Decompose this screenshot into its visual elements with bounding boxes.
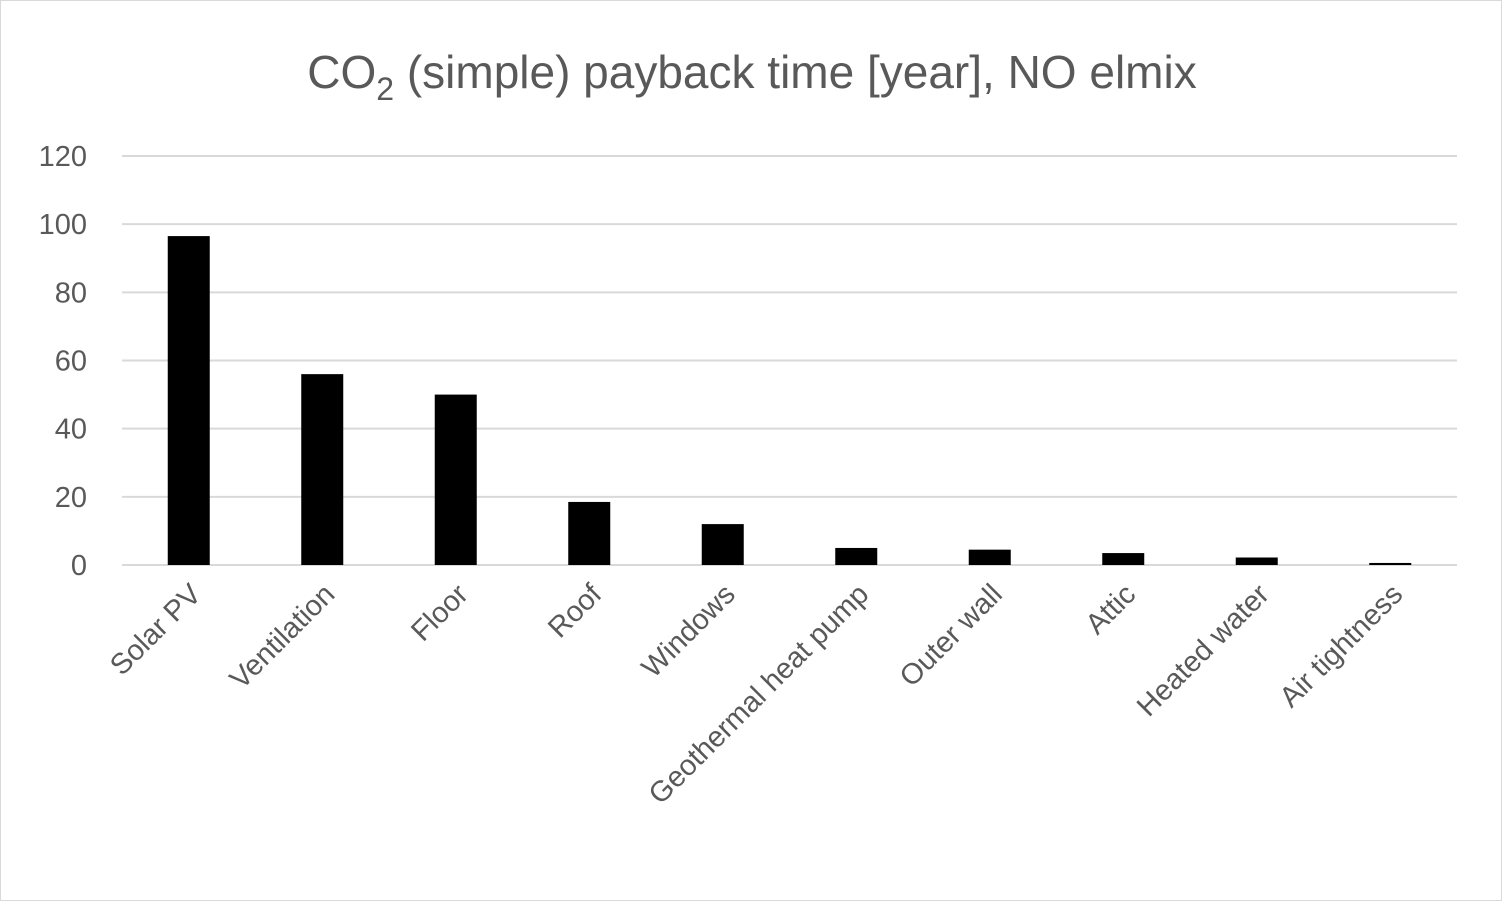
y-tick-label: 20 xyxy=(55,482,87,514)
x-tick-label: Roof xyxy=(542,578,609,645)
x-tick-label: Windows xyxy=(636,578,742,684)
x-tick-label: Outer wall xyxy=(894,578,1009,693)
y-tick-label: 0 xyxy=(71,550,87,582)
bar xyxy=(835,547,878,565)
x-tick-label: Heated water xyxy=(1131,578,1276,723)
chart-title-main: CO xyxy=(307,46,376,98)
y-tick-label: 40 xyxy=(55,414,87,446)
y-tick-label: 80 xyxy=(55,277,87,309)
bar xyxy=(968,549,1011,565)
bar xyxy=(1235,557,1278,565)
chart-title-rest: (simple) payback time [year], NO elmix xyxy=(394,46,1197,98)
y-tick-label: 100 xyxy=(39,209,87,241)
chart-title: CO2 (simple) payback time [year], NO elm… xyxy=(307,46,1196,107)
bar xyxy=(301,374,344,565)
bars xyxy=(167,236,1412,566)
y-axis-ticks: 0 20 40 60 80 100 120 xyxy=(39,141,87,582)
gridlines xyxy=(122,155,1457,566)
x-tick-label: Ventilation xyxy=(224,578,341,695)
bar xyxy=(1102,553,1145,565)
y-tick-label: 120 xyxy=(39,141,87,173)
x-tick-label: Air tightness xyxy=(1274,578,1409,713)
x-axis-labels: Solar PV Ventilation Floor Roof WindowsGeoth… xyxy=(104,578,1409,811)
x-tick-label: Geothermal heat pump xyxy=(643,578,875,810)
y-tick-label: 60 xyxy=(55,346,87,378)
x-tick-label: Attic xyxy=(1080,578,1143,641)
bar xyxy=(167,236,210,566)
x-tick-label: Solar PV xyxy=(104,578,208,682)
bar xyxy=(434,394,477,565)
chart-title-subscript: 2 xyxy=(376,71,394,107)
bar xyxy=(1369,562,1412,565)
bar xyxy=(701,524,744,565)
x-tick-label: Floor xyxy=(405,578,475,648)
bar xyxy=(568,501,611,565)
